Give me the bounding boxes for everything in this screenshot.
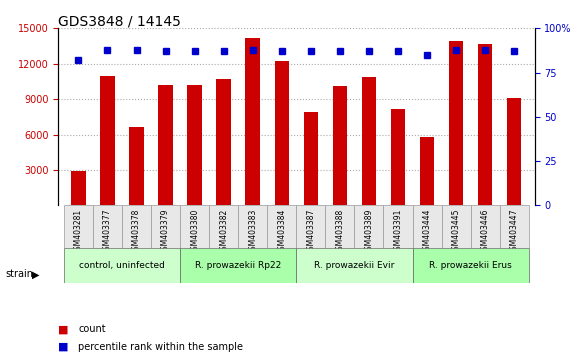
Text: R. prowazekii Evir: R. prowazekii Evir <box>314 261 394 270</box>
Bar <box>245 38 260 205</box>
FancyBboxPatch shape <box>442 205 471 248</box>
Text: R. prowazekii Rp22: R. prowazekii Rp22 <box>195 261 281 270</box>
Text: control, uninfected: control, uninfected <box>79 261 165 270</box>
FancyBboxPatch shape <box>238 205 267 248</box>
Bar <box>507 98 522 205</box>
Bar <box>391 109 406 205</box>
Text: GSM403445: GSM403445 <box>451 209 461 255</box>
Text: ■: ■ <box>58 342 69 352</box>
Bar <box>130 127 144 205</box>
Text: GSM403391: GSM403391 <box>393 209 403 255</box>
Bar <box>275 61 289 205</box>
Text: GSM403281: GSM403281 <box>74 209 83 255</box>
FancyBboxPatch shape <box>64 205 93 248</box>
FancyBboxPatch shape <box>500 205 529 248</box>
Bar <box>187 85 202 205</box>
FancyBboxPatch shape <box>180 205 209 248</box>
FancyBboxPatch shape <box>93 205 122 248</box>
FancyBboxPatch shape <box>296 205 325 248</box>
Bar <box>71 171 86 205</box>
Text: GSM403377: GSM403377 <box>103 209 112 255</box>
Text: ■: ■ <box>58 324 69 334</box>
FancyBboxPatch shape <box>267 205 296 248</box>
FancyBboxPatch shape <box>325 205 354 248</box>
Bar <box>100 75 115 205</box>
Bar <box>332 86 347 205</box>
FancyBboxPatch shape <box>64 248 180 283</box>
Text: GSM403446: GSM403446 <box>480 209 490 255</box>
FancyBboxPatch shape <box>209 205 238 248</box>
Text: strain: strain <box>6 269 34 279</box>
FancyBboxPatch shape <box>413 205 442 248</box>
FancyBboxPatch shape <box>122 205 151 248</box>
Text: GSM403383: GSM403383 <box>248 209 257 255</box>
FancyBboxPatch shape <box>151 205 180 248</box>
Text: GSM403382: GSM403382 <box>219 209 228 255</box>
Bar <box>420 137 435 205</box>
Text: ▶: ▶ <box>32 269 40 279</box>
FancyBboxPatch shape <box>354 205 383 248</box>
FancyBboxPatch shape <box>383 205 413 248</box>
Bar <box>303 112 318 205</box>
FancyBboxPatch shape <box>296 248 413 283</box>
Text: GSM403378: GSM403378 <box>132 209 141 255</box>
Text: R. prowazekii Erus: R. prowazekii Erus <box>429 261 512 270</box>
FancyBboxPatch shape <box>180 248 296 283</box>
Text: GSM403380: GSM403380 <box>190 209 199 255</box>
FancyBboxPatch shape <box>413 248 529 283</box>
Bar <box>361 77 376 205</box>
Text: count: count <box>78 324 106 334</box>
Text: GSM403384: GSM403384 <box>277 209 286 255</box>
Bar <box>449 41 464 205</box>
Text: percentile rank within the sample: percentile rank within the sample <box>78 342 243 352</box>
Text: GSM403444: GSM403444 <box>422 209 432 255</box>
Bar <box>478 44 493 205</box>
Text: GSM403387: GSM403387 <box>306 209 315 255</box>
Text: GSM403388: GSM403388 <box>335 209 345 255</box>
Bar <box>217 79 231 205</box>
Text: GSM403379: GSM403379 <box>161 209 170 255</box>
Text: GSM403447: GSM403447 <box>510 209 519 255</box>
Text: GDS3848 / 14145: GDS3848 / 14145 <box>58 14 181 28</box>
FancyBboxPatch shape <box>471 205 500 248</box>
Text: GSM403389: GSM403389 <box>364 209 374 255</box>
Bar <box>158 85 173 205</box>
